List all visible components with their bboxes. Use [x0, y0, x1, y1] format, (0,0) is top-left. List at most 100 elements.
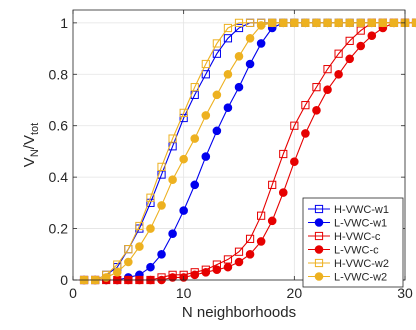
- x-tick-label: 0: [69, 285, 77, 301]
- data-point-H-VWC-w2: [168, 134, 177, 143]
- y-tick-label: 0.6: [49, 118, 69, 134]
- data-point-H-VWC-w2: [157, 162, 166, 171]
- data-point-L-VWC-w2: [367, 18, 377, 28]
- data-point-H-VWC-w2: [234, 18, 244, 27]
- data-point-L-VWC-c: [290, 157, 299, 167]
- data-point-L-VWC-w2: [135, 242, 144, 251]
- data-point-H-VWC-c: [234, 247, 244, 256]
- data-point-L-VWC-c: [223, 262, 233, 272]
- plot-frame: [72, 9, 406, 281]
- data-point-L-VWC-w2: [389, 18, 399, 28]
- y-tick-label: 0.8: [49, 66, 69, 82]
- data-point-H-VWC-w2: [201, 59, 210, 69]
- data-point-L-VWC-w1: [146, 262, 155, 272]
- legend-marker-L-VWC-w2: [314, 272, 324, 281]
- data-point-H-VWC-w1: [234, 23, 244, 33]
- y-tick-label: 1: [60, 15, 68, 31]
- data-point-L-VWC-w2: [112, 267, 122, 277]
- data-point-L-VWC-w1: [201, 152, 211, 161]
- data-point-L-VWC-c: [190, 270, 200, 280]
- data-point-L-VWC-w2: [201, 111, 211, 120]
- data-point-H-VWC-c: [290, 121, 299, 130]
- data-point-L-VWC-c: [256, 237, 266, 246]
- ticks: 0 10 20 30 0 0.2 0.4 0.6 0.8 1: [49, 10, 413, 301]
- data-point-L-VWC-c: [278, 188, 288, 197]
- data-point-H-VWC-c: [257, 211, 266, 220]
- data-point-L-VWC-c: [212, 265, 222, 275]
- legend-label-L-VWC-c: L-VWC-c: [334, 245, 379, 257]
- legend-label-L-VWC-w1: L-VWC-w1: [334, 218, 387, 230]
- x-axis-label: N neighborhoods: [182, 304, 296, 321]
- data-point-L-VWC-w2: [323, 18, 332, 28]
- data-point-L-VWC-w2: [157, 201, 166, 210]
- data-point-H-VWC-c: [345, 36, 354, 45]
- data-point-L-VWC-w1: [179, 206, 188, 215]
- data-point-H-VWC-w2: [245, 18, 255, 27]
- data-point-H-VWC-w1: [223, 34, 233, 43]
- data-point-L-VWC-w2: [245, 33, 255, 43]
- legend-label-H-VWC-w2: H-VWC-w2: [334, 258, 389, 270]
- data-point-L-VWC-w2: [267, 18, 277, 28]
- data-point-L-VWC-w2: [223, 69, 233, 79]
- legend-marker-H-VWC-c: [314, 231, 324, 241]
- data-point-L-VWC-w2: [190, 134, 200, 143]
- y-axis-label-slash: /V: [21, 135, 38, 149]
- legend-marker-L-VWC-w1: [314, 218, 324, 227]
- data-point-L-VWC-w1: [212, 126, 222, 136]
- data-point-L-VWC-w2: [334, 18, 343, 28]
- data-point-H-VWC-c: [312, 83, 321, 92]
- data-point-L-VWC-w2: [124, 257, 133, 267]
- y-axis-label-sub-tot: tot: [29, 123, 41, 135]
- y-tick-label: 0.2: [49, 221, 69, 237]
- data-point-L-VWC-w2: [146, 224, 155, 233]
- data-point-H-VWC-w2: [124, 245, 133, 254]
- data-point-H-VWC-w2: [135, 221, 144, 231]
- data-point-L-VWC-w1: [234, 82, 244, 92]
- data-point-L-VWC-c: [345, 54, 354, 64]
- data-point-L-VWC-c: [267, 216, 277, 226]
- data-point-L-VWC-w2: [234, 51, 244, 61]
- data-point-L-VWC-w2: [212, 90, 222, 100]
- data-point-H-VWC-w1: [146, 198, 155, 207]
- data-point-H-VWC-w2: [212, 39, 221, 48]
- data-point-L-VWC-w2: [312, 18, 321, 28]
- data-point-L-VWC-w1: [157, 249, 166, 259]
- data-point-L-VWC-w2: [168, 175, 177, 185]
- legend-marker-L-VWC-c: [314, 245, 324, 254]
- data-point-L-VWC-w1: [223, 103, 233, 113]
- data-point-L-VWC-w2: [179, 154, 188, 164]
- legend: H-VWC-w1 L-VWC-w1H-VWC-c L-VWC-cH-VWC-w2 L-…: [302, 197, 404, 288]
- data-point-L-VWC-c: [312, 105, 321, 115]
- data-point-L-VWC-w2: [345, 18, 354, 28]
- data-point-L-VWC-c: [323, 85, 332, 95]
- data-point-H-VWC-c: [279, 149, 288, 159]
- data-point-L-VWC-w2: [301, 18, 310, 28]
- x-tick-label: 30: [397, 285, 413, 301]
- data-point-L-VWC-w2: [411, 18, 416, 28]
- data-point-L-VWC-c: [367, 31, 377, 41]
- legend-label-H-VWC-w1: H-VWC-w1: [334, 204, 389, 216]
- x-tick-label: 20: [287, 285, 303, 301]
- legend-marker-H-VWC-w1: [314, 204, 324, 214]
- data-point-H-VWC-c: [323, 65, 332, 74]
- data-point-L-VWC-w2: [278, 18, 288, 28]
- data-point-L-VWC-w2: [101, 273, 111, 282]
- data-point-L-VWC-w1: [190, 180, 200, 190]
- legend-marker-H-VWC-w2: [314, 258, 324, 268]
- data-point-H-VWC-w1: [157, 170, 166, 179]
- legend-label-L-VWC-w2: L-VWC-w2: [334, 272, 387, 284]
- data-point-L-VWC-w2: [256, 21, 266, 30]
- data-point-L-VWC-c: [201, 267, 211, 277]
- y-tick-label: 0.4: [49, 169, 69, 185]
- data-point-L-VWC-c: [245, 249, 255, 259]
- data-point-L-VWC-w1: [168, 229, 177, 239]
- data-point-H-VWC-w2: [179, 108, 188, 117]
- data-point-H-VWC-w1: [212, 49, 221, 58]
- data-point-H-VWC-w2: [146, 193, 155, 202]
- data-point-L-VWC-c: [356, 41, 366, 51]
- data-point-L-VWC-w2: [378, 18, 388, 28]
- data-point-H-VWC-w1: [201, 70, 210, 79]
- data-point-H-VWC-w2: [190, 83, 199, 92]
- data-point-H-VWC-w2: [223, 23, 233, 33]
- y-tick-label: 0: [60, 272, 68, 288]
